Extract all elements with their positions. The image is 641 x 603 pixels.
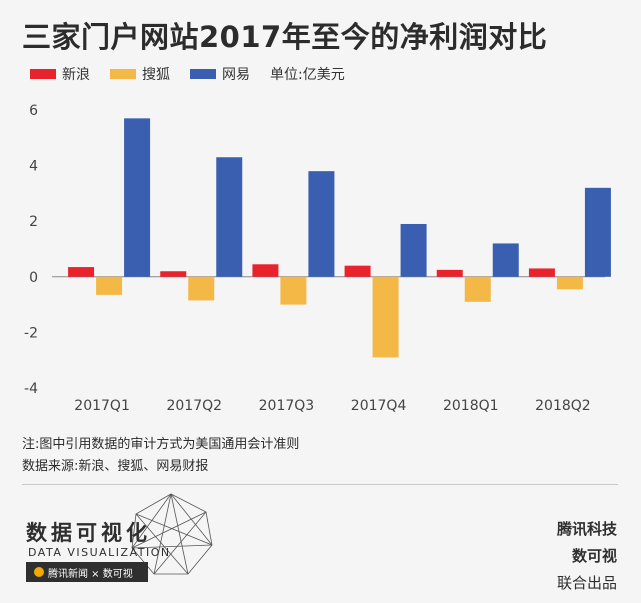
logo-bar: 腾讯新闻 × 数可视 xyxy=(26,562,148,582)
x-tick-label: 2017Q3 xyxy=(259,398,315,414)
legend-item-netease: 网易 xyxy=(190,64,250,84)
unit-label: 单位:亿美元 xyxy=(270,67,345,83)
legend-item-sohu: 搜狐 xyxy=(110,64,170,84)
data-visualization-logo: 数据可视化 DATA VISUALIZATION 腾讯新闻 × 数可视 xyxy=(26,517,226,583)
legend-label-netease: 网易 xyxy=(222,67,250,83)
bar-netease xyxy=(308,171,335,277)
logo-bar-text: 腾讯新闻 × 数可视 xyxy=(48,568,133,580)
y-tick-label: 0 xyxy=(29,270,38,286)
credit-joint: 联合出品 xyxy=(556,574,617,592)
bar-sina xyxy=(528,268,555,277)
credits: 腾讯科技 数可视 联合出品 xyxy=(557,516,617,597)
legend-swatch-sohu xyxy=(110,69,136,79)
legend-label-sina: 新浪 xyxy=(62,67,90,83)
logo-en-text: DATA VISUALIZATION xyxy=(28,546,171,559)
bar-netease xyxy=(584,187,611,277)
mesh-logo-icon xyxy=(131,493,213,575)
y-tick-label: 4 xyxy=(29,159,38,175)
bar-sohu xyxy=(280,276,307,305)
note-source: 数据来源:新浪、搜狐、网易财报 xyxy=(22,459,209,474)
bar-netease xyxy=(216,157,243,277)
bar-sina xyxy=(252,264,279,277)
note-gaap: 注:图中引用数据的审计方式为美国通用会计准则 xyxy=(22,437,300,452)
notes: 注:图中引用数据的审计方式为美国通用会计准则 数据来源:新浪、搜狐、网易财报 xyxy=(22,434,299,478)
bar-sohu xyxy=(96,276,123,295)
bar-sina xyxy=(160,271,187,277)
bar-netease xyxy=(124,118,151,277)
x-tick-label: 2018Q1 xyxy=(443,398,499,414)
x-tick-label: 2018Q2 xyxy=(535,398,591,414)
x-tick-label: 2017Q2 xyxy=(166,398,222,414)
legend-swatch-netease xyxy=(190,69,216,79)
bar-sohu xyxy=(372,276,399,358)
divider xyxy=(22,484,618,485)
legend: 新浪 搜狐 网易 单位:亿美元 xyxy=(30,64,345,84)
legend-label-sohu: 搜狐 xyxy=(142,67,170,83)
x-tick-label: 2017Q1 xyxy=(74,398,130,414)
bar-sina xyxy=(436,269,463,277)
bar-netease xyxy=(492,243,519,277)
bar-chart: -4 -2 0 2 4 6 2017Q1 2017Q2 2017Q3 2017Q4 2018Q1 20… xyxy=(24,103,611,414)
chart-title: 三家门户网站2017年至今的净利润对比 xyxy=(22,20,548,54)
bar-sohu xyxy=(556,276,583,290)
bar-sohu xyxy=(188,276,215,301)
bar-netease xyxy=(400,223,427,277)
legend-swatch-sina xyxy=(30,69,56,79)
credit-shukeshi: 数可视 xyxy=(571,547,617,565)
y-tick-label: -2 xyxy=(24,325,38,341)
legend-item-sina: 新浪 xyxy=(30,64,90,84)
tencent-news-icon xyxy=(34,567,44,577)
y-tick-label: -4 xyxy=(24,381,38,397)
credit-tencent-tech: 腾讯科技 xyxy=(556,520,617,538)
bar-sohu xyxy=(464,276,491,302)
bar-sina xyxy=(344,265,371,277)
x-tick-label: 2017Q4 xyxy=(351,398,407,414)
logo-cn-text: 数据可视化 xyxy=(26,521,151,545)
y-tick-label: 6 xyxy=(29,103,38,119)
y-tick-label: 2 xyxy=(29,214,38,230)
bar-sina xyxy=(68,267,95,277)
